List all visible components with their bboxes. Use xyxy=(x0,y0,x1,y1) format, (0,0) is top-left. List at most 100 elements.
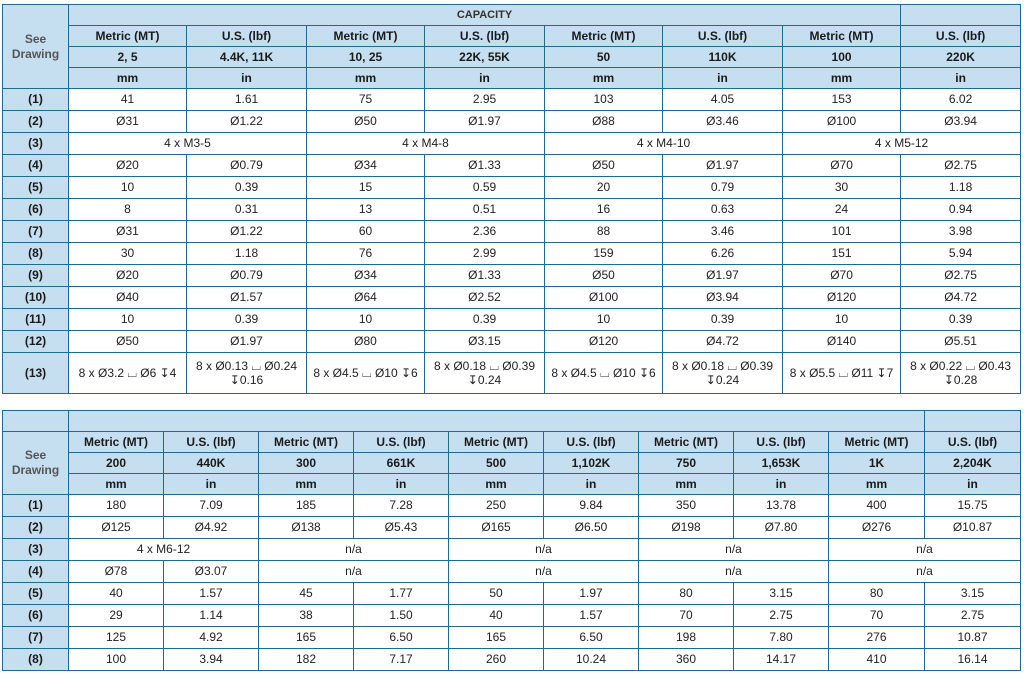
table-row: (9) Ø20 Ø0.79 Ø34 Ø1.33 Ø50 Ø1.97 Ø70 Ø2.75 xyxy=(2,264,1022,287)
merged-cell: n/a xyxy=(638,560,829,583)
column-header: Metric (MT) xyxy=(306,25,425,47)
table-cell: 38 xyxy=(258,604,354,627)
table-cell: 15 xyxy=(306,176,425,199)
table-cell: 400 xyxy=(827,494,926,517)
column-header: Metric (MT) xyxy=(638,431,734,453)
table-cell: 10 xyxy=(306,308,425,331)
table-cell: 0.39 xyxy=(662,308,783,331)
table-row: (7) Ø31 Ø1.22 60 2.36 88 3.46 101 3.98 xyxy=(2,220,1022,243)
table-row: (4) Ø78 Ø3.07 n/a n/a n/a n/a xyxy=(2,560,1022,583)
table-cell: 125 xyxy=(68,626,164,649)
table-cell: 70 xyxy=(638,604,734,627)
row-label: (2) xyxy=(2,516,69,539)
table-cell: 103 xyxy=(544,88,663,111)
table-cell: 9.84 xyxy=(543,494,639,517)
table-cell: 165 xyxy=(448,626,544,649)
table-cell: 40 xyxy=(68,582,164,605)
table-cell: Ø0.79 xyxy=(186,264,307,287)
capacity-value: 4.4K, 11K xyxy=(186,46,307,68)
column-header: U.S. (lbf) xyxy=(424,25,545,47)
table-cell: Ø50 xyxy=(544,264,663,287)
table-cell: 8 x Ø0.13 ⌴ Ø0.24 ↧0.16 xyxy=(186,352,307,394)
table-cell: 4.92 xyxy=(163,626,259,649)
table-cell: 4.05 xyxy=(662,88,783,111)
merged-cell: n/a xyxy=(258,560,449,583)
capacity-header-blank xyxy=(67,410,926,432)
unit-label: mm xyxy=(68,67,187,89)
header-blank xyxy=(900,4,1022,26)
table-row: (3) 4 x M6-12 n/a n/a n/a n/a xyxy=(2,538,1022,561)
table-cell: Ø50 xyxy=(68,330,187,353)
capacity-value: 110K xyxy=(662,46,783,68)
table-cell: 3.15 xyxy=(733,582,829,605)
table-row: (11) 10 0.39 10 0.39 10 0.39 10 0.39 xyxy=(2,308,1022,331)
table-cell: 88 xyxy=(544,220,663,243)
table-cell: Ø140 xyxy=(781,330,902,353)
table-cell: Ø20 xyxy=(68,264,187,287)
table-cell: 8 xyxy=(68,198,187,221)
table-cell: 10.87 xyxy=(924,626,1022,649)
table-cell: Ø31 xyxy=(68,220,187,243)
row-label: (8) xyxy=(2,242,69,265)
unit-label: mm xyxy=(448,473,544,495)
unit-label: in xyxy=(543,473,639,495)
unit-label: mm xyxy=(638,473,734,495)
table-cell: Ø0.79 xyxy=(186,154,307,177)
header-blank-right xyxy=(924,410,1022,432)
row-label: (6) xyxy=(2,604,69,627)
row-label: (4) xyxy=(2,560,69,583)
table-cell: Ø1.22 xyxy=(186,220,307,243)
table-row: (1) 180 7.09 185 7.28 250 9.84 350 13.78 400 15.75 xyxy=(2,494,1022,517)
row-label: (2) xyxy=(2,110,69,133)
column-header: U.S. (lbf) xyxy=(163,431,259,453)
table-cell: Ø1.97 xyxy=(424,110,545,133)
table-cell: Ø4.72 xyxy=(662,330,783,353)
table-cell: Ø50 xyxy=(544,154,663,177)
table-cell: Ø5.43 xyxy=(353,516,449,539)
table-cell: Ø34 xyxy=(306,154,425,177)
table-cell: 410 xyxy=(827,648,926,671)
row-label: (13) xyxy=(2,352,69,394)
table-row: (2) Ø31 Ø1.22 Ø50 Ø1.97 Ø88 Ø3.46 Ø100 Ø3.94 xyxy=(2,110,1022,133)
table-row: (6) 8 0.31 13 0.51 16 0.63 24 0.94 xyxy=(2,198,1022,221)
column-header: Metric (MT) xyxy=(544,25,663,47)
table-cell: 2.36 xyxy=(424,220,545,243)
table-cell: 10 xyxy=(544,308,663,331)
table-cell: Ø1.97 xyxy=(186,330,307,353)
column-header: Metric (MT) xyxy=(781,25,902,47)
table-cell: 75 xyxy=(306,88,425,111)
table-cell: 1.97 xyxy=(543,582,639,605)
table-row: (10) Ø40 Ø1.57 Ø64 Ø2.52 Ø100 Ø3.94 Ø120 Ø4.72 xyxy=(2,286,1022,309)
table-cell: 15.75 xyxy=(924,494,1022,517)
table-cell: Ø198 xyxy=(638,516,734,539)
table-cell: 0.39 xyxy=(186,308,307,331)
merged-cell: 4 x M5-12 xyxy=(781,132,1022,155)
merged-cell: 4 x M4-8 xyxy=(306,132,545,155)
unit-label: in xyxy=(900,67,1022,89)
capacity-value: 2,204K xyxy=(924,452,1022,474)
table-cell: 1.77 xyxy=(353,582,449,605)
unit-label: mm xyxy=(544,67,663,89)
merged-cell: n/a xyxy=(827,560,1022,583)
table-cell: Ø7.80 xyxy=(733,516,829,539)
table-cell: 10 xyxy=(781,308,902,331)
table-cell: 360 xyxy=(638,648,734,671)
table-cell: Ø3.46 xyxy=(662,110,783,133)
merged-cell: 4 x M4-10 xyxy=(544,132,783,155)
table-row: (1) 41 1.61 75 2.95 103 4.05 153 6.02 xyxy=(2,88,1022,111)
table-cell: 20 xyxy=(544,176,663,199)
capacity-value: 1K xyxy=(827,452,926,474)
table-cell: Ø3.07 xyxy=(163,560,259,583)
table-cell: 100 xyxy=(68,648,164,671)
table-cell: 0.94 xyxy=(900,198,1022,221)
table-cell: 101 xyxy=(781,220,902,243)
table-cell: 16 xyxy=(544,198,663,221)
table-cell: 10 xyxy=(68,176,187,199)
table-cell: Ø5.51 xyxy=(900,330,1022,353)
table-cell: Ø78 xyxy=(68,560,164,583)
capacity-value: 300 xyxy=(258,452,354,474)
table-cell: 2.99 xyxy=(424,242,545,265)
merged-cell: n/a xyxy=(448,538,639,561)
see-drawing-header: See Drawing xyxy=(2,431,69,495)
table-cell: 198 xyxy=(638,626,734,649)
